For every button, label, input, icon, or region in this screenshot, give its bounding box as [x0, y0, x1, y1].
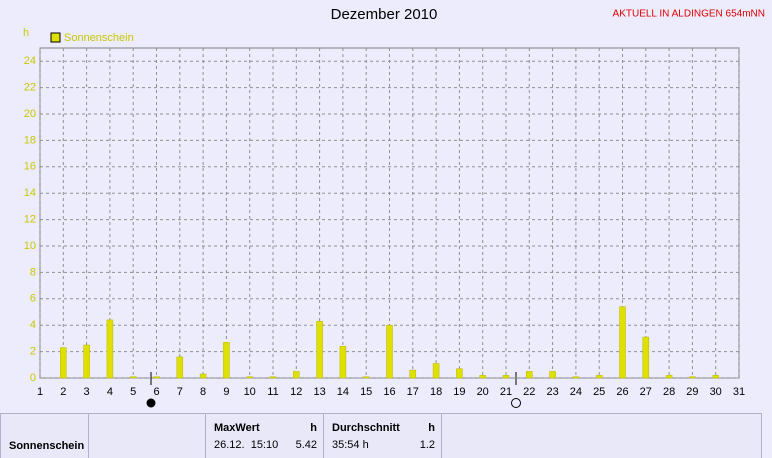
cell-title: MaxWert	[214, 422, 260, 434]
row-label: Sonnenschein	[9, 440, 85, 452]
table-cell	[88, 413, 205, 458]
bar	[526, 371, 533, 379]
x-tick-label: 27	[640, 386, 652, 398]
x-tick-label: 29	[686, 386, 698, 398]
y-tick-label: 4	[30, 319, 36, 331]
cell-value: 5.42	[295, 439, 317, 451]
y-tick-label: 18	[24, 134, 36, 146]
cell-value: 1.2	[419, 439, 435, 451]
bar	[549, 371, 556, 379]
bar	[502, 375, 510, 379]
x-tick-label: 25	[593, 386, 605, 398]
x-tick-label: 10	[244, 386, 256, 398]
y-tick-label: 2	[30, 346, 36, 358]
bar	[176, 356, 184, 379]
x-tick-label: 26	[616, 386, 628, 398]
bar	[293, 371, 300, 379]
bar	[199, 373, 207, 379]
x-tick-label: 8	[200, 386, 206, 398]
table-cell	[441, 413, 762, 458]
chart: Dezember 2010 AKTUELL IN ALDINGEN 654mNN…	[23, 6, 765, 408]
x-tick-label: 9	[223, 386, 229, 398]
y-tick-label: 20	[24, 108, 36, 120]
y-tick-label: 22	[24, 82, 36, 94]
chart-title: Dezember 2010	[331, 6, 438, 23]
x-tick-label: 31	[733, 386, 745, 398]
x-tick-label: 13	[313, 386, 325, 398]
bar	[246, 376, 253, 379]
bar	[642, 336, 650, 379]
x-tick-label: 19	[453, 386, 465, 398]
x-tick-label: 5	[130, 386, 136, 398]
bar	[83, 344, 90, 379]
x-tick-label: 17	[407, 386, 419, 398]
subtitle: AKTUELL IN ALDINGEN 654mNN	[613, 9, 765, 20]
bar	[619, 306, 626, 379]
x-tick-label: 11	[267, 386, 278, 398]
bar	[153, 376, 160, 379]
table-cell: MaxWert h 26.12. 15:10 5.42	[205, 413, 323, 458]
new-moon-icon	[146, 398, 156, 408]
bar	[386, 324, 393, 379]
cell-time: 35:54 h	[332, 439, 369, 451]
x-tick-label: 24	[570, 386, 582, 398]
table-cell: Durchschnitt h 35:54 h 1.2	[323, 413, 441, 458]
bar	[316, 320, 323, 379]
x-tick-label: 22	[523, 386, 535, 398]
cell-unit: h	[310, 422, 317, 434]
bar	[223, 342, 230, 379]
bar	[479, 375, 486, 379]
x-tick-label: 20	[477, 386, 489, 398]
x-tick-label: 2	[60, 386, 66, 398]
x-tick-label: 30	[710, 386, 722, 398]
x-tick-label: 14	[337, 386, 349, 398]
y-tick-label: 16	[24, 161, 36, 173]
bar	[456, 368, 463, 379]
bar	[432, 363, 440, 379]
cell-time: 26.12. 15:10	[214, 439, 279, 451]
y-tick-label: 0	[30, 372, 36, 384]
y-tick-label: 24	[24, 55, 36, 67]
table-cell: Sonnenschein	[0, 413, 88, 458]
y-tick-label: 8	[30, 266, 36, 278]
cell-title: Durchschnitt	[332, 422, 400, 434]
x-tick-label: 16	[383, 386, 395, 398]
x-tick-label: 1	[37, 386, 43, 398]
y-tick-label: 10	[24, 240, 36, 252]
x-tick-label: 18	[430, 386, 442, 398]
bar	[665, 375, 673, 379]
x-tick-label: 7	[177, 386, 183, 398]
x-tick-label: 23	[546, 386, 558, 398]
legend-swatch	[50, 32, 61, 43]
bar	[409, 369, 417, 379]
bar	[689, 376, 696, 379]
bar	[595, 375, 603, 379]
x-tick-label: 4	[107, 386, 113, 398]
bar	[572, 376, 580, 379]
x-tick-label: 3	[84, 386, 90, 398]
y-axis-label: h	[23, 27, 29, 39]
x-tick-label: 21	[500, 386, 512, 398]
bar	[60, 347, 67, 379]
y-tick-label: 14	[24, 187, 36, 199]
x-tick-label: 15	[360, 386, 372, 398]
x-tick-label: 6	[153, 386, 159, 398]
cell-unit: h	[428, 422, 435, 434]
y-tick-label: 12	[24, 214, 36, 226]
bar	[339, 346, 347, 379]
bar	[269, 376, 277, 379]
bar	[129, 376, 137, 379]
bar	[712, 375, 719, 379]
y-tick-label: 6	[30, 293, 36, 305]
bar	[106, 319, 114, 379]
x-tick-label: 12	[290, 386, 302, 398]
legend-label: Sonnenschein	[64, 32, 134, 44]
full-moon-icon	[511, 398, 521, 408]
bar	[362, 376, 370, 379]
x-tick-label: 28	[663, 386, 675, 398]
